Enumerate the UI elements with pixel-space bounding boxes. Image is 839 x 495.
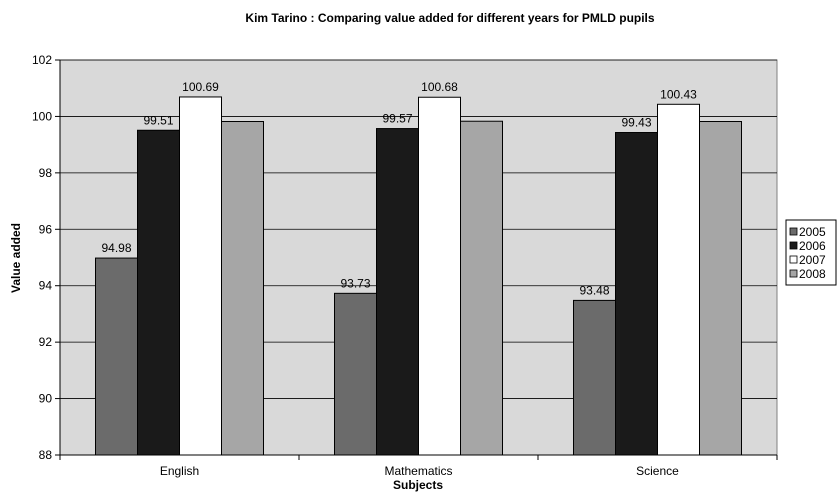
- y-tick-label: 92: [39, 335, 53, 349]
- data-label: 100.68: [421, 80, 458, 94]
- y-tick-label: 102: [32, 53, 52, 67]
- legend-swatch: [789, 227, 798, 236]
- bar: [418, 96, 461, 456]
- y-tick-label: 100: [32, 109, 52, 123]
- data-label: 100.69: [182, 80, 219, 94]
- bar: [376, 128, 419, 456]
- y-tick-label: 94: [39, 279, 53, 293]
- y-tick-label: 98: [39, 166, 53, 180]
- bar: [699, 121, 742, 456]
- bar: [460, 120, 503, 456]
- chart-title: Kim Tarino : Comparing value added for d…: [245, 11, 654, 25]
- bar: [179, 96, 222, 456]
- data-label: 99.43: [621, 116, 651, 130]
- data-labels: 94.98 99.51 100.69 93.73 99.57 100.68 93.48 99.…: [101, 80, 697, 297]
- legend-label: 2007: [799, 253, 826, 267]
- bar: [137, 129, 180, 456]
- bars: [95, 96, 742, 456]
- legend-label: 2005: [799, 225, 826, 239]
- y-axis-title: Value added: [9, 223, 23, 293]
- legend-swatch: [789, 269, 798, 278]
- y-tick-label: 96: [39, 222, 53, 236]
- data-label: 93.73: [340, 276, 370, 290]
- bar: [573, 299, 616, 456]
- legend-label: 2008: [799, 267, 826, 281]
- y-tick-label: 88: [39, 448, 53, 462]
- x-axis: English Mathematics Science: [59, 454, 778, 478]
- x-axis-title: Subjects: [393, 478, 443, 492]
- bar: [615, 132, 658, 456]
- x-tick-label: Mathematics: [384, 464, 452, 478]
- y-axis: 88 90 92 94 96 98 100 102: [32, 53, 61, 462]
- x-tick-label: Science: [636, 464, 679, 478]
- bar: [95, 257, 138, 456]
- x-tick-label: English: [160, 464, 199, 478]
- bar: [334, 292, 377, 456]
- data-label: 99.57: [382, 112, 412, 126]
- legend-swatch: [789, 241, 798, 250]
- data-label: 94.98: [101, 241, 131, 255]
- legend-label: 2006: [799, 239, 826, 253]
- data-label: 100.43: [660, 87, 697, 101]
- data-label: 99.51: [143, 113, 173, 127]
- y-tick-label: 90: [39, 392, 53, 406]
- bar: [657, 103, 700, 456]
- bar: [221, 121, 264, 456]
- legend-swatch: [789, 255, 798, 264]
- data-label: 93.48: [579, 283, 609, 297]
